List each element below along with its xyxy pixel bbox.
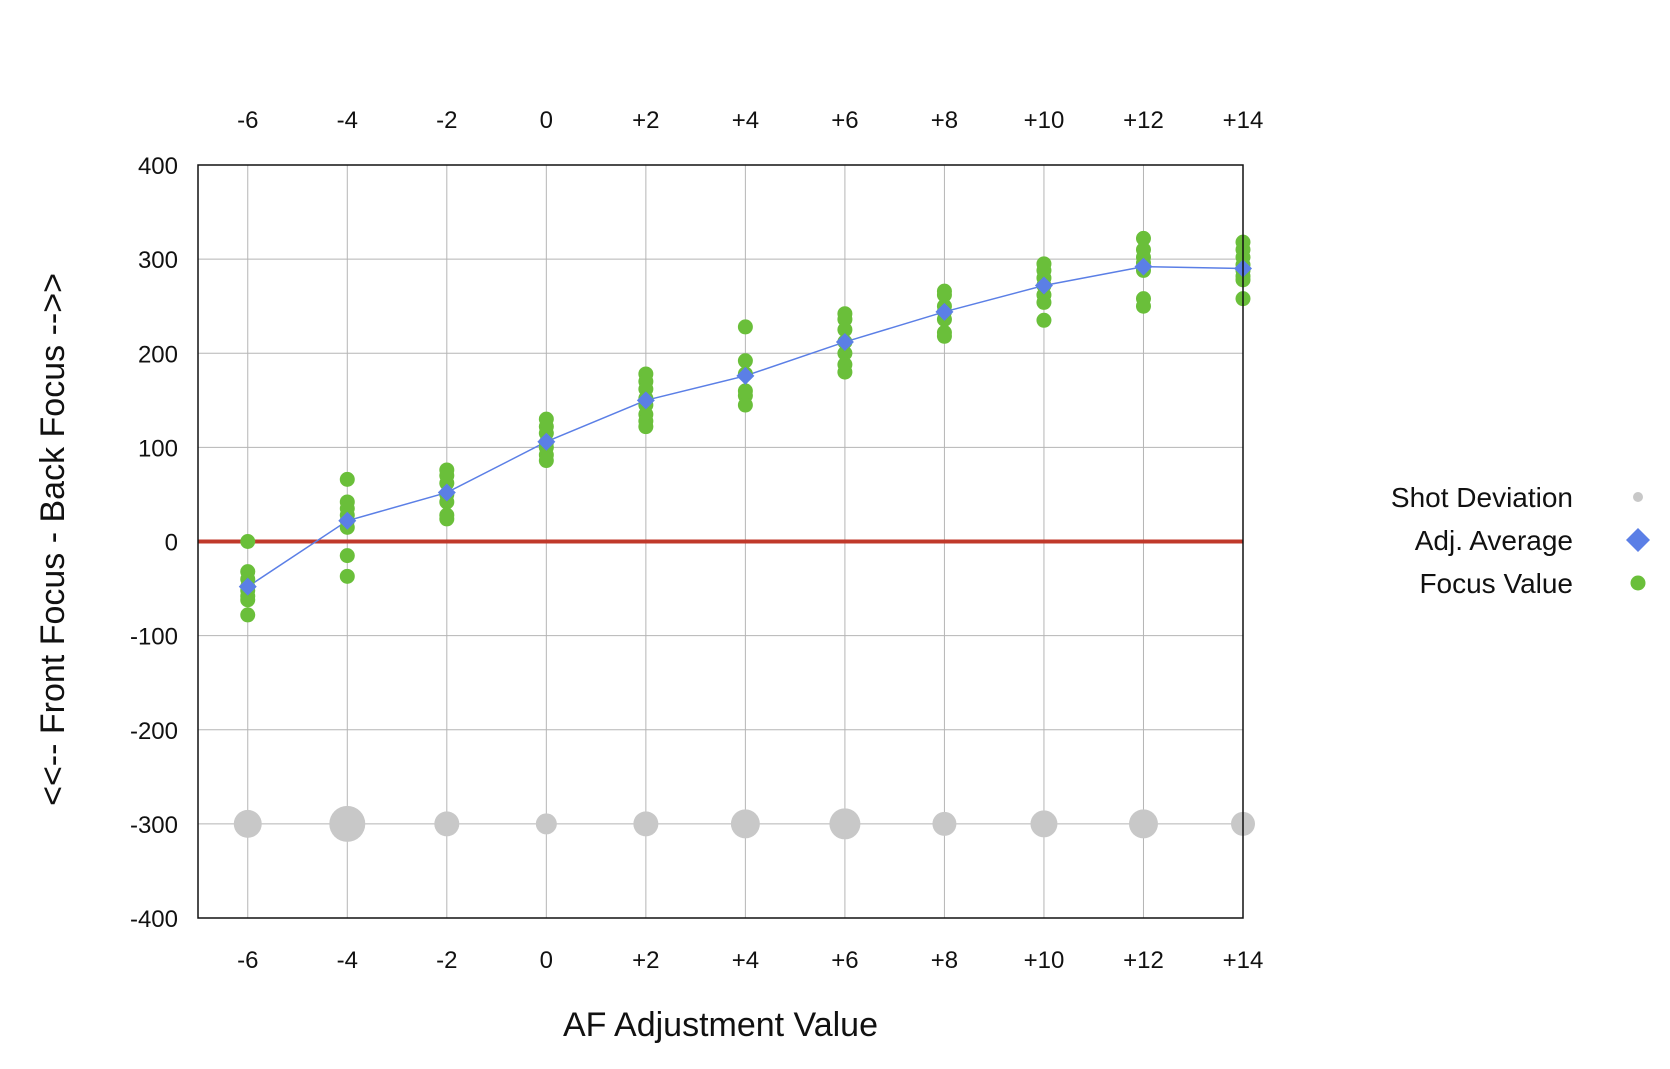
legend-marker-shot-deviation — [1633, 492, 1643, 502]
shot-deviation-point — [932, 811, 957, 836]
legend-label: Adj. Average — [1415, 525, 1573, 556]
x-tick-label-top: +12 — [1123, 107, 1164, 134]
focus-value-point — [439, 475, 455, 491]
x-tick-label-top: +4 — [732, 107, 759, 134]
adj-average-point — [437, 483, 456, 502]
plot-frame — [197, 164, 1244, 919]
y-tick-label: -200 — [130, 718, 178, 745]
x-tick-label-bottom: -6 — [237, 947, 258, 974]
focus-value-point — [240, 607, 256, 623]
shot-deviation-point — [535, 813, 557, 835]
focus-value-point — [936, 328, 952, 344]
x-tick-label-bottom: -4 — [337, 947, 358, 974]
x-tick-label-bottom: +14 — [1223, 947, 1264, 974]
y-tick-label: 200 — [138, 341, 178, 368]
focus-value-point — [240, 592, 256, 608]
x-axis-label: AF Adjustment Value — [563, 1006, 878, 1044]
adj-average-point — [537, 432, 556, 451]
adj-average-point — [238, 577, 257, 596]
legend-label: Focus Value — [1419, 568, 1573, 599]
legend-label: Shot Deviation — [1391, 482, 1573, 513]
x-tick-label-top: +6 — [831, 107, 858, 134]
focus-value-point — [339, 568, 355, 584]
focus-value-point — [240, 534, 256, 549]
x-tick-label-top: +8 — [931, 107, 958, 134]
shot-deviation-point — [1030, 810, 1058, 838]
adj-average-point — [1134, 257, 1153, 276]
focus-value-point — [737, 397, 753, 413]
focus-value-point — [1036, 312, 1052, 328]
focus-value-point — [638, 419, 654, 435]
focus-value-point — [837, 345, 853, 361]
y-tick-label: 100 — [138, 435, 178, 462]
focus-value-point — [737, 319, 753, 335]
shot-deviation-point — [1128, 809, 1158, 839]
x-tick-label-bottom: +10 — [1024, 947, 1065, 974]
focus-value-point — [1135, 298, 1151, 314]
x-tick-label-top: +10 — [1024, 107, 1065, 134]
x-tick-label-top: +14 — [1223, 107, 1264, 134]
tick-labels: -6-6-4-4-2-200+2+2+4+4+6+6+8+8+10+10+12+… — [130, 107, 1263, 974]
x-tick-label-bottom: +2 — [632, 947, 659, 974]
legend-marker-adj-average — [1626, 528, 1650, 552]
focus-value-point — [339, 548, 355, 564]
focus-value-point — [439, 511, 455, 527]
y-tick-label: 0 — [165, 530, 178, 557]
y-tick-label: -100 — [130, 624, 178, 651]
focus-value-point — [837, 364, 853, 380]
legend-marker-focus-value — [1630, 575, 1646, 591]
y-axis-label: <<-- Front Focus - Back Focus -->> — [34, 273, 72, 806]
shot-deviation-point — [829, 808, 861, 840]
adj-average-point — [835, 332, 854, 351]
adj-average-point — [1034, 276, 1053, 295]
focus-value-point — [936, 287, 952, 303]
y-tick-label: -400 — [130, 906, 178, 933]
x-tick-label-top: +2 — [632, 107, 659, 134]
x-tick-label-bottom: +8 — [931, 947, 958, 974]
focus-value-point — [837, 322, 853, 338]
y-tick-label: 400 — [138, 153, 178, 180]
shot-deviation-point — [434, 811, 460, 837]
x-tick-label-top: 0 — [540, 107, 553, 134]
focus-value-point — [439, 494, 455, 510]
focus-value-point — [538, 453, 554, 469]
x-tick-label-bottom: +4 — [732, 947, 759, 974]
legend: Shot Deviation Adj. Average Focus Value — [1391, 482, 1650, 599]
adj-average-point — [636, 391, 655, 410]
focus-value-point — [737, 353, 753, 369]
x-tick-label-top: -2 — [436, 107, 457, 134]
y-tick-label: -300 — [130, 812, 178, 839]
x-tick-label-top: -6 — [237, 107, 258, 134]
adj-average-point — [935, 302, 954, 321]
focus-value-point — [1135, 230, 1151, 246]
x-tick-label-top: -4 — [337, 107, 358, 134]
focus-value-point — [1036, 294, 1052, 310]
shot-deviation-point — [633, 811, 659, 837]
shot-deviation-point — [233, 809, 262, 838]
shot-deviation-point — [730, 809, 760, 839]
x-tick-label-bottom: 0 — [540, 947, 553, 974]
shot-deviation-point — [329, 805, 366, 842]
x-tick-label-bottom: +6 — [831, 947, 858, 974]
focus-value-point — [837, 311, 853, 327]
adj-average-point — [338, 511, 357, 530]
adj-average-point — [736, 366, 755, 385]
focus-value-point — [339, 471, 355, 487]
y-tick-label: 300 — [138, 247, 178, 274]
x-tick-label-bottom: -2 — [436, 947, 457, 974]
x-tick-label-bottom: +12 — [1123, 947, 1164, 974]
